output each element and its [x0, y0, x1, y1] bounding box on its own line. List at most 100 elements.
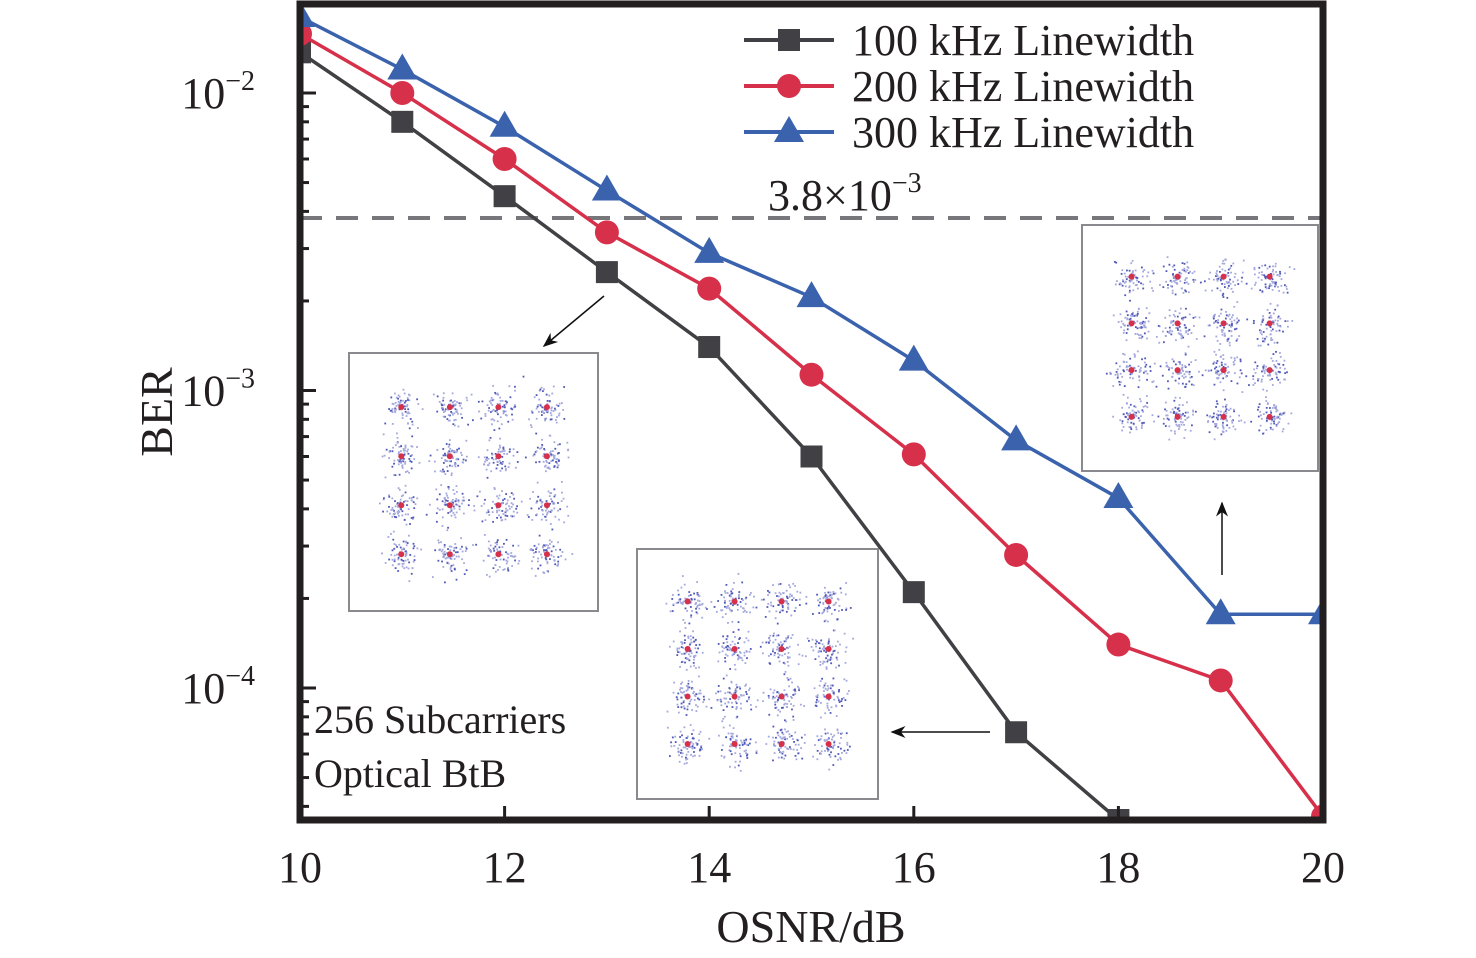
noise-sample — [721, 744, 724, 747]
noise-sample — [406, 542, 409, 544]
noise-sample — [693, 694, 696, 697]
noise-sample — [826, 702, 829, 705]
noise-sample — [540, 553, 542, 556]
noise-sample — [1279, 317, 1282, 320]
noise-sample — [560, 480, 563, 483]
noise-sample — [835, 656, 838, 659]
noise-sample — [680, 641, 683, 644]
noise-sample — [1227, 268, 1230, 271]
noise-sample — [1274, 308, 1277, 311]
noise-sample — [1222, 421, 1224, 424]
noise-sample — [1227, 274, 1230, 277]
noise-sample — [453, 492, 456, 495]
noise-sample — [678, 647, 681, 650]
noise-sample — [542, 513, 544, 516]
noise-sample — [501, 546, 504, 548]
noise-sample — [550, 550, 553, 553]
noise-sample — [462, 496, 465, 499]
noise-sample — [728, 607, 731, 610]
constellation-point-cluster — [717, 621, 752, 671]
noise-sample — [701, 748, 703, 751]
noise-sample — [822, 611, 825, 614]
noise-sample — [816, 758, 819, 761]
noise-sample — [1265, 419, 1268, 422]
noise-sample — [510, 407, 513, 410]
noise-sample — [733, 581, 735, 584]
noise-sample — [1139, 398, 1141, 400]
noise-sample — [729, 750, 732, 753]
noise-sample — [722, 726, 725, 729]
noise-sample — [1212, 420, 1215, 423]
noise-sample — [830, 706, 833, 709]
noise-sample — [463, 573, 466, 576]
noise-sample — [770, 601, 772, 604]
noise-sample — [1136, 333, 1139, 336]
noise-sample — [541, 438, 543, 441]
constellation-center — [1174, 273, 1181, 280]
noise-sample — [400, 445, 403, 448]
noise-sample — [685, 756, 687, 759]
noise-sample — [436, 449, 439, 451]
noise-sample — [698, 733, 701, 736]
noise-sample — [699, 748, 701, 751]
noise-sample — [779, 746, 782, 749]
x-axis-title: OSNR/dB — [716, 901, 905, 952]
noise-sample — [455, 409, 458, 411]
noise-sample — [818, 684, 821, 687]
noise-sample — [512, 510, 515, 513]
noise-sample — [533, 552, 535, 554]
noise-sample — [496, 460, 499, 463]
noise-sample — [822, 597, 825, 600]
noise-sample — [440, 484, 443, 486]
data-point — [799, 362, 824, 387]
noise-sample — [1230, 324, 1233, 326]
noise-sample — [1258, 266, 1261, 269]
noise-sample — [1273, 403, 1276, 406]
noise-sample — [545, 519, 548, 522]
noise-sample — [693, 746, 696, 749]
noise-sample — [504, 410, 507, 413]
noise-sample — [1272, 312, 1275, 315]
noise-sample — [539, 403, 542, 406]
noise-sample — [1138, 326, 1141, 329]
noise-sample — [511, 413, 513, 416]
noise-sample — [780, 756, 783, 759]
noise-sample — [745, 683, 747, 686]
noise-sample — [1184, 279, 1186, 282]
noise-sample — [550, 418, 553, 421]
noise-sample — [681, 734, 683, 737]
noise-sample — [401, 510, 404, 513]
noise-sample — [413, 559, 416, 561]
noise-sample — [817, 655, 820, 658]
noise-sample — [505, 538, 508, 541]
noise-sample — [498, 427, 501, 430]
noise-sample — [1275, 408, 1278, 411]
noise-sample — [730, 595, 732, 598]
noise-sample — [540, 505, 543, 508]
noise-sample — [1114, 283, 1117, 286]
noise-sample — [827, 640, 830, 643]
noise-sample — [455, 555, 458, 558]
noise-sample — [698, 739, 700, 742]
noise-sample — [1181, 414, 1184, 416]
noise-sample — [501, 456, 504, 458]
noise-sample — [781, 604, 784, 607]
noise-sample — [1285, 288, 1288, 290]
noise-sample — [692, 630, 694, 633]
noise-sample — [783, 662, 786, 665]
noise-sample — [680, 653, 683, 655]
noise-sample — [1122, 425, 1125, 428]
noise-sample — [536, 513, 538, 516]
noise-sample — [720, 700, 723, 703]
noise-sample — [696, 606, 698, 608]
noise-sample — [1134, 333, 1137, 335]
noise-sample — [1116, 368, 1119, 371]
noise-sample — [447, 408, 450, 411]
noise-sample — [404, 400, 407, 402]
inset-frame — [636, 548, 879, 800]
noise-sample — [1279, 325, 1282, 328]
noise-sample — [1263, 274, 1266, 277]
data-point — [1103, 482, 1134, 509]
noise-sample — [680, 646, 683, 649]
noise-sample — [478, 410, 480, 413]
